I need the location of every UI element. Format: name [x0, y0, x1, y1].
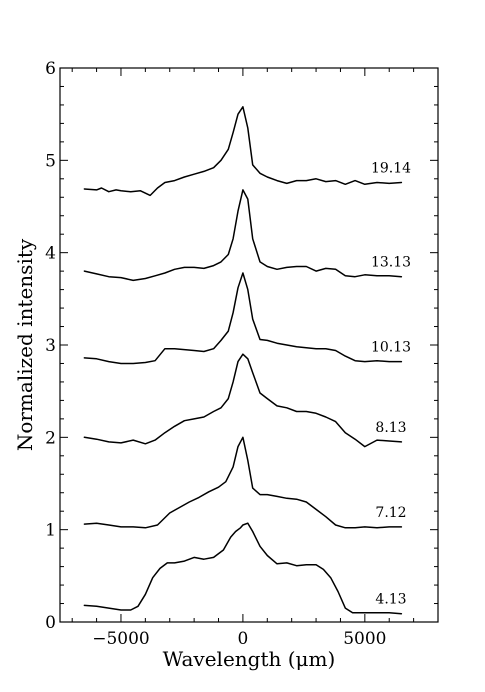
x-tick-label: 5000	[343, 629, 386, 649]
y-tick-label: 3	[45, 336, 56, 356]
y-tick-label: 4	[45, 244, 56, 264]
x-axis-title: Wavelength (μm)	[163, 647, 336, 671]
y-tick-label: 1	[45, 521, 56, 541]
y-tick-label: 6	[45, 59, 56, 79]
series-label: 19.14	[371, 160, 411, 176]
series-label: 8.13	[375, 420, 406, 436]
series-line-10-13	[83, 272, 403, 365]
series-label: 4.13	[375, 592, 406, 608]
series-line-8-13	[83, 353, 403, 448]
series-group	[83, 106, 403, 615]
series-line-4-13	[83, 522, 403, 615]
y-tick-label: 2	[45, 428, 56, 448]
ticks	[60, 67, 439, 623]
y-axis-title: Normalized intensity	[13, 238, 37, 451]
series-line-13-13	[83, 189, 403, 282]
series-label: 7.12	[375, 505, 406, 521]
x-tick-label: −5000	[92, 629, 150, 649]
series-line-7-12	[83, 436, 403, 529]
tick-labels: 0 1 2 3 4 5 6 −5000 0 5000	[45, 59, 386, 649]
x-tick-label: 0	[237, 629, 248, 649]
y-tick-label: 5	[45, 151, 56, 171]
y-tick-label: 0	[45, 613, 56, 633]
series-label: 10.13	[371, 340, 411, 356]
series-line-19-14	[83, 106, 403, 197]
series-label: 13.13	[371, 255, 411, 271]
series-labels: 4.13 7.12 8.13 10.13 13.13 19.14	[371, 160, 411, 607]
